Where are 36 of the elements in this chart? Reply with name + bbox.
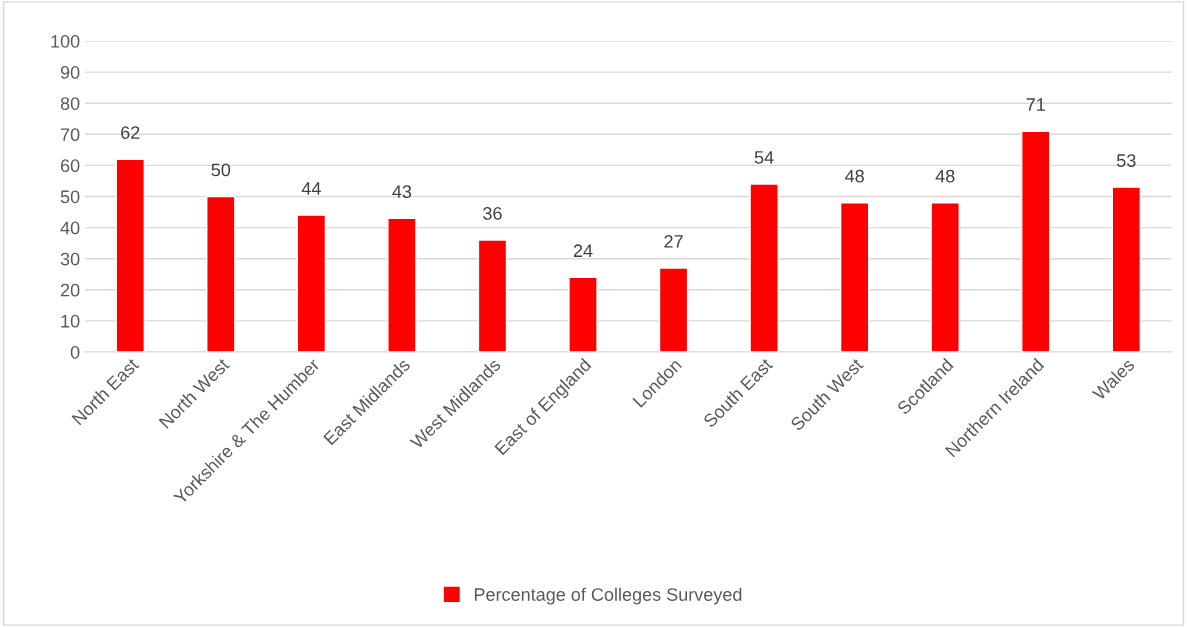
y-tick-label: 20	[60, 283, 80, 297]
bar	[749, 183, 779, 352]
y-tick-label: 70	[60, 128, 80, 142]
data-label: 44	[301, 182, 321, 195]
y-tick-label: 30	[60, 252, 80, 266]
bar	[477, 239, 508, 352]
bar	[658, 267, 689, 352]
bar	[387, 217, 417, 352]
data-label: 48	[935, 169, 955, 183]
y-tick-label: 40	[60, 221, 80, 235]
bar	[839, 202, 870, 352]
data-label: 71	[1026, 98, 1045, 111]
bar	[206, 195, 236, 352]
y-tick-label: 60	[60, 159, 80, 173]
data-label: 48	[845, 169, 864, 183]
bar	[1021, 130, 1051, 352]
data-label: 24	[573, 244, 593, 257]
legend-label: Percentage of Colleges Surveyed	[474, 587, 742, 605]
data-label: 27	[664, 235, 683, 248]
bar	[1111, 186, 1142, 352]
y-tick-label: 90	[60, 66, 80, 79]
bar	[930, 202, 960, 352]
bar	[296, 214, 327, 352]
y-tick-label: 80	[60, 97, 80, 110]
y-tick-label: 0	[70, 345, 80, 359]
y-tick-label: 100	[51, 34, 80, 48]
y-tick-label: 10	[61, 314, 80, 328]
data-label: 43	[392, 185, 412, 199]
data-label: 53	[1116, 154, 1136, 167]
data-label: 62	[121, 126, 140, 139]
bar	[568, 276, 598, 352]
data-label: 50	[211, 163, 231, 177]
y-tick-label: 50	[60, 190, 80, 204]
data-label: 36	[483, 207, 502, 220]
data-label: 54	[754, 151, 774, 164]
bar	[115, 158, 145, 352]
